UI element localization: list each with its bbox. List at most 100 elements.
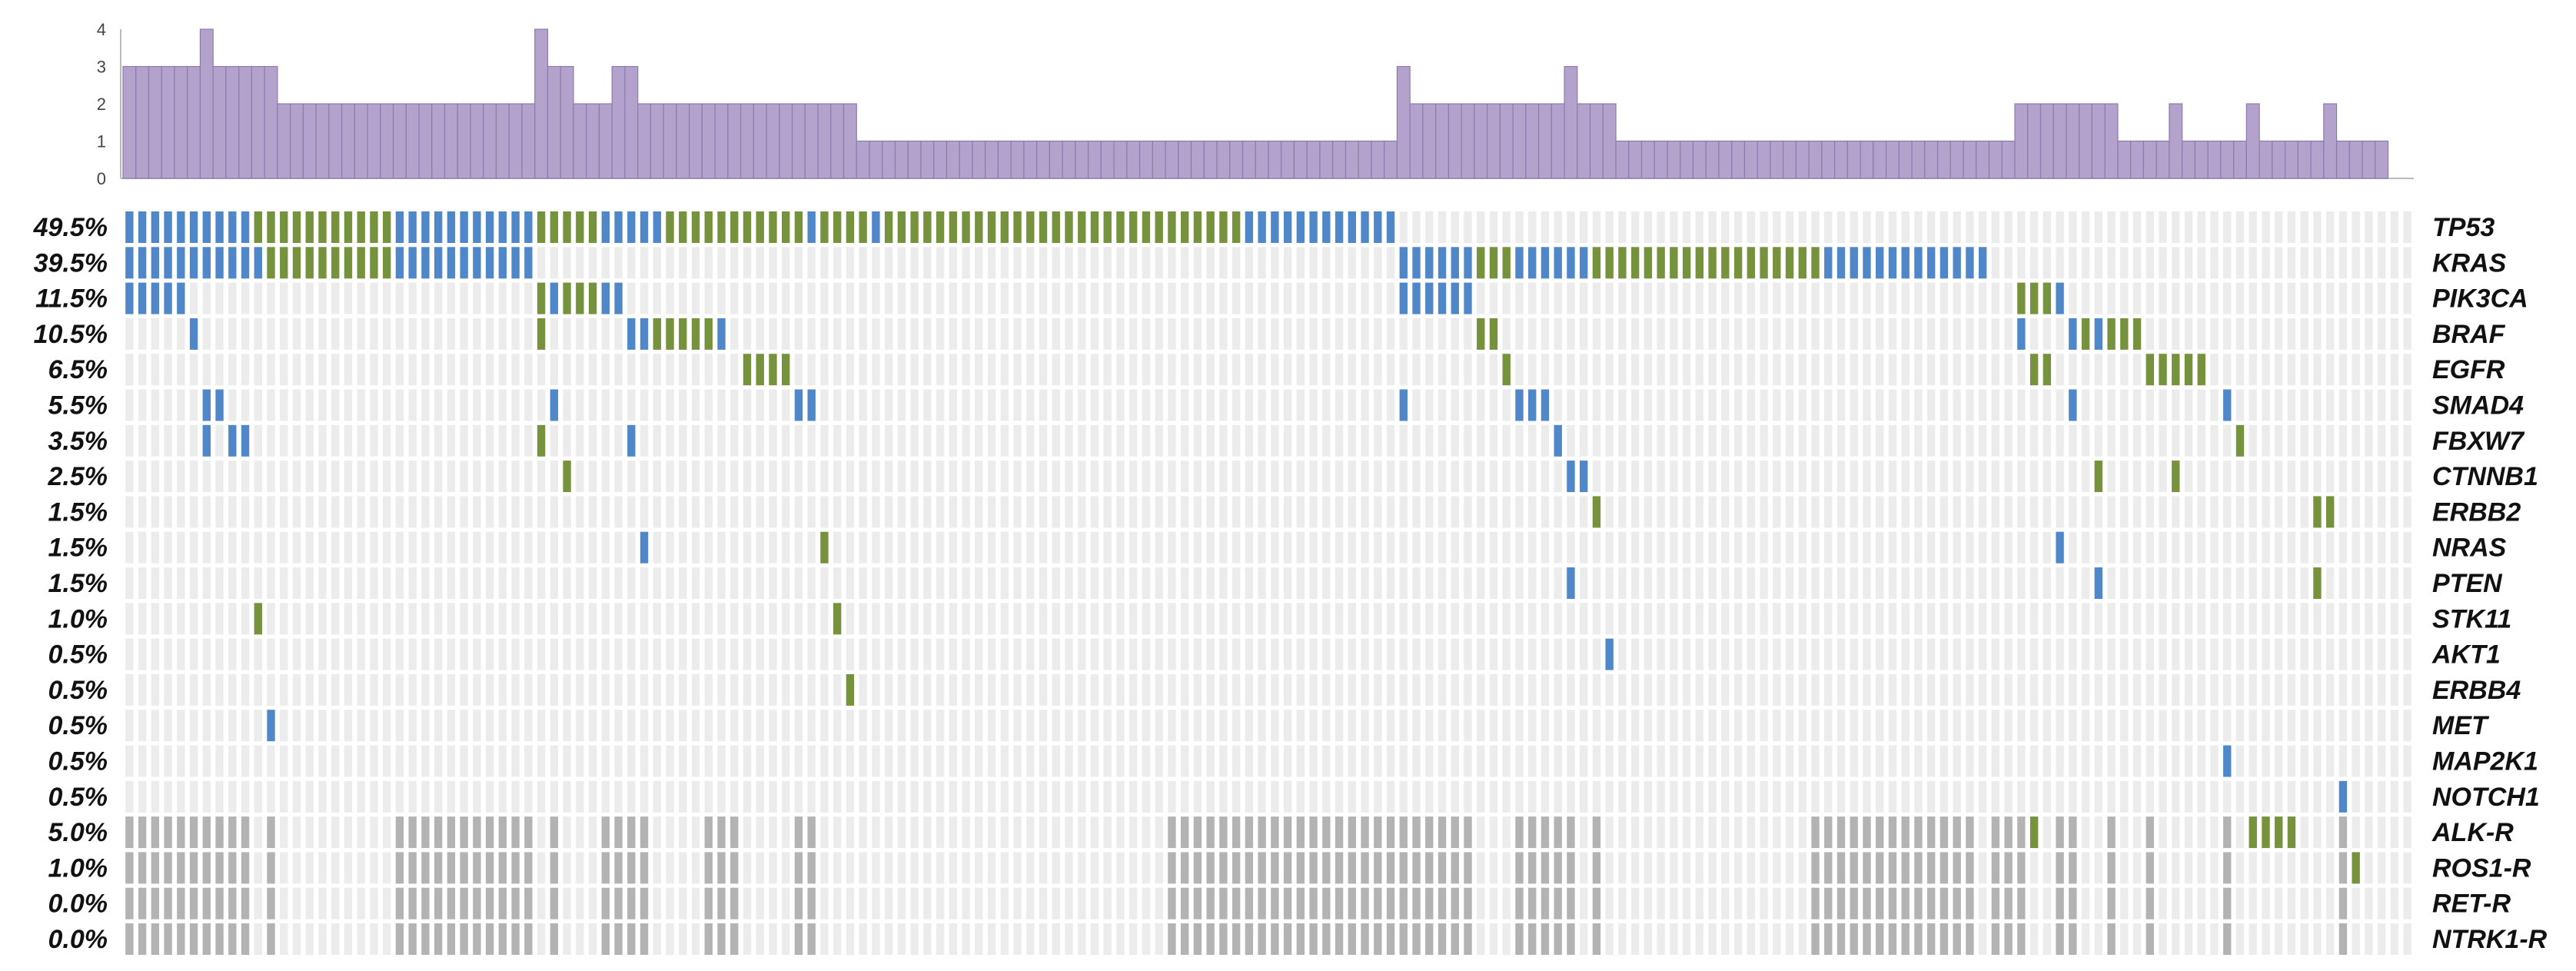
oncoprint-cell bbox=[125, 531, 134, 564]
oncoprint-cell bbox=[550, 389, 559, 421]
oncoprint-cell bbox=[1412, 247, 1421, 279]
percent-label: 0.5% bbox=[48, 783, 108, 812]
oncoprint-cell bbox=[1888, 816, 1897, 849]
oncoprint-cell bbox=[254, 710, 262, 742]
oncoprint-cell bbox=[1939, 318, 1949, 350]
oncoprint-cell bbox=[782, 389, 790, 421]
oncoprint-cell bbox=[1798, 389, 1807, 421]
oncoprint-cell bbox=[1618, 424, 1627, 457]
oncoprint-cell bbox=[292, 638, 301, 670]
oncoprint-cell bbox=[923, 780, 932, 813]
oncoprint-cell bbox=[1760, 531, 1768, 564]
oncoprint-cell bbox=[1592, 354, 1601, 386]
oncoprint-cell bbox=[769, 887, 777, 919]
oncoprint-cell bbox=[563, 923, 571, 955]
oncoprint-cell bbox=[2262, 354, 2270, 386]
oncoprint-cell bbox=[987, 389, 996, 421]
oncoprint-cell bbox=[1296, 816, 1305, 849]
oncoprint-cell bbox=[395, 603, 404, 635]
oncoprint-cell bbox=[2043, 496, 2052, 528]
oncoprint-cell bbox=[730, 852, 739, 884]
oncoprint-cell bbox=[1477, 673, 1485, 706]
oncoprint-cell bbox=[1258, 745, 1266, 777]
oncoprint-cell bbox=[614, 389, 623, 421]
oncoprint-cell bbox=[627, 816, 636, 849]
oncoprint-cell bbox=[653, 603, 661, 635]
oncoprint-cell bbox=[2275, 461, 2283, 493]
oncoprint-cell bbox=[1824, 424, 1833, 457]
oncoprint-cell bbox=[1116, 496, 1125, 528]
oncoprint-cell bbox=[1231, 852, 1241, 884]
oncoprint-cell bbox=[2262, 211, 2270, 243]
oncoprint-cell bbox=[421, 923, 430, 955]
oncoprint-cell bbox=[1219, 710, 1228, 742]
oncoprint-cell bbox=[1966, 673, 1974, 706]
oncoprint-cell bbox=[717, 638, 726, 670]
oncoprint-cell bbox=[1863, 603, 1871, 635]
oncoprint-cell bbox=[1605, 923, 1614, 955]
oncoprint-cell bbox=[910, 923, 919, 955]
oncoprint-cell bbox=[846, 638, 855, 670]
oncoprint-cell bbox=[1966, 318, 1974, 350]
oncoprint-cell bbox=[370, 673, 378, 706]
oncoprint-cell bbox=[1914, 211, 1923, 243]
oncoprint-cell bbox=[962, 603, 970, 635]
oncoprint-cell bbox=[344, 745, 353, 777]
oncoprint-cell bbox=[2146, 567, 2154, 599]
oncoprint-cell bbox=[1052, 389, 1060, 421]
oncoprint-cell bbox=[2275, 531, 2283, 564]
oncoprint-cell bbox=[1760, 567, 1768, 599]
oncoprint-cell bbox=[2325, 567, 2335, 599]
oncoprint-cell bbox=[923, 424, 932, 457]
oncoprint-cell bbox=[730, 638, 739, 670]
oncoprint-cell bbox=[1695, 211, 1704, 243]
top-bar bbox=[676, 103, 690, 179]
oncoprint-cell bbox=[1489, 673, 1498, 706]
oncoprint-cell bbox=[653, 531, 661, 564]
oncoprint-cell bbox=[2197, 745, 2205, 777]
oncoprint-cell bbox=[164, 461, 172, 493]
oncoprint-cell bbox=[2069, 424, 2077, 457]
oncoprint-cell bbox=[1168, 282, 1176, 314]
oncoprint-cell bbox=[1193, 354, 1202, 386]
oncoprint-cell bbox=[2056, 710, 2064, 742]
oncoprint-cell bbox=[2132, 887, 2142, 919]
oncoprint-cell bbox=[1733, 496, 1743, 528]
oncoprint-cell bbox=[2390, 247, 2399, 279]
top-bar bbox=[212, 65, 227, 179]
oncoprint-cell bbox=[1592, 887, 1601, 919]
oncoprint-cell bbox=[704, 780, 713, 813]
oncoprint-cell bbox=[1708, 389, 1717, 421]
oncoprint-cell bbox=[1502, 461, 1511, 493]
oncoprint-cell bbox=[884, 211, 893, 243]
oncoprint-cell bbox=[1927, 816, 1936, 849]
oncoprint-cell bbox=[1271, 424, 1279, 457]
oncoprint-cell bbox=[1116, 603, 1125, 635]
oncoprint-cell bbox=[833, 461, 842, 493]
oncoprint-cell bbox=[1939, 424, 1949, 457]
oncoprint-cell bbox=[1322, 673, 1331, 706]
oncoprint-cell bbox=[473, 496, 481, 528]
top-bar bbox=[1898, 140, 1913, 179]
oncoprint-cell bbox=[1438, 354, 1447, 386]
oncoprint-cell bbox=[730, 461, 739, 493]
oncoprint-cell bbox=[1116, 424, 1125, 457]
oncoprint-cell bbox=[280, 923, 288, 955]
oncoprint-cell bbox=[1438, 531, 1447, 564]
oncoprint-cell bbox=[1348, 603, 1357, 635]
oncoprint-cell bbox=[447, 389, 456, 421]
oncoprint-cell bbox=[833, 816, 842, 849]
oncoprint-cell bbox=[1026, 424, 1035, 457]
oncoprint-cell bbox=[923, 923, 932, 955]
oncoprint-cell bbox=[1283, 852, 1292, 884]
oncoprint-cell bbox=[434, 923, 443, 955]
oncoprint-cell bbox=[1399, 354, 1408, 386]
oncoprint-cell bbox=[2338, 211, 2348, 243]
oncoprint-cell bbox=[1180, 638, 1189, 670]
oncoprint-cell bbox=[1477, 710, 1485, 742]
oncoprint-cell bbox=[1155, 424, 1163, 457]
oncoprint-cell bbox=[1773, 923, 1781, 955]
oncoprint-cell bbox=[550, 531, 559, 564]
oncoprint-cell bbox=[846, 424, 855, 457]
oncoprint-cell bbox=[241, 282, 250, 314]
